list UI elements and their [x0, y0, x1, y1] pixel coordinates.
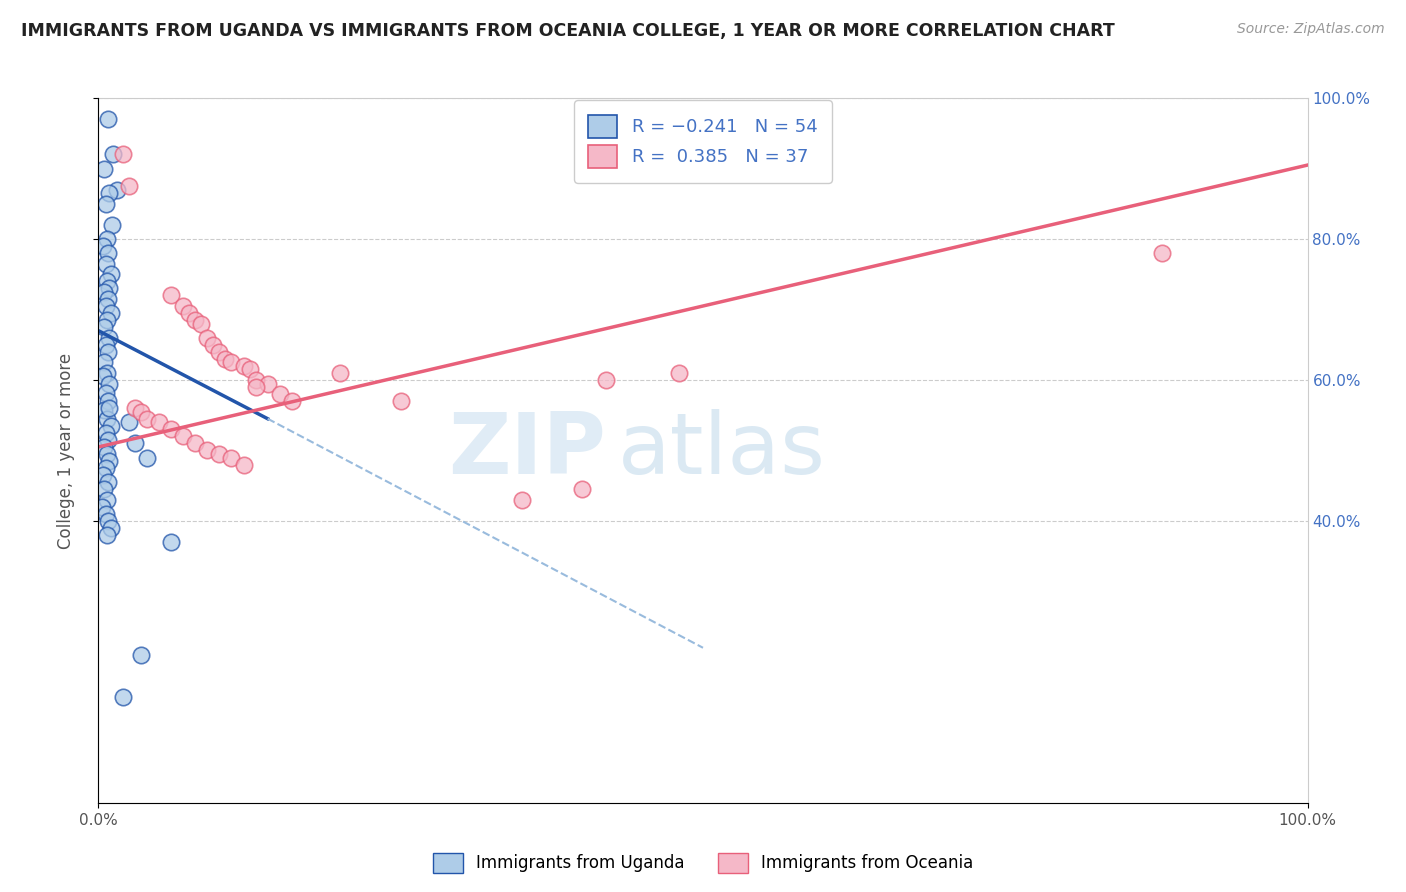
Point — [97, 344, 120, 359]
Point — [93, 440, 115, 454]
Point — [256, 376, 278, 391]
Legend: R = −0.241   N = 54, R =  0.385   N = 37: R = −0.241 N = 54, R = 0.385 N = 37 — [574, 100, 832, 183]
Point — [93, 285, 115, 299]
Point — [232, 359, 254, 373]
Legend: Immigrants from Uganda, Immigrants from Oceania: Immigrants from Uganda, Immigrants from … — [426, 847, 980, 880]
Point — [93, 355, 115, 369]
Point — [190, 317, 212, 331]
Point — [329, 366, 352, 380]
Point — [100, 306, 122, 320]
Point — [93, 320, 115, 334]
Point — [172, 429, 194, 443]
Point — [1152, 246, 1174, 260]
Point — [129, 648, 152, 662]
Point — [93, 402, 115, 417]
Point — [281, 394, 304, 409]
Point — [160, 422, 183, 436]
Point — [269, 387, 291, 401]
Point — [118, 179, 141, 194]
Y-axis label: College, 1 year or more: College, 1 year or more — [56, 352, 75, 549]
Point — [111, 690, 134, 705]
Point — [111, 147, 134, 161]
Point — [389, 394, 412, 409]
Point — [179, 306, 201, 320]
Point — [97, 475, 120, 490]
Point — [202, 338, 225, 352]
Point — [94, 197, 117, 211]
Point — [160, 288, 183, 302]
Point — [124, 401, 146, 416]
Point — [91, 468, 114, 483]
Point — [94, 338, 117, 352]
Point — [148, 415, 170, 429]
Point — [98, 186, 121, 201]
Text: ZIP: ZIP — [449, 409, 606, 492]
Point — [172, 299, 194, 313]
Point — [97, 433, 120, 447]
Point — [135, 450, 157, 465]
Point — [94, 299, 117, 313]
Point — [96, 447, 118, 461]
Point — [98, 331, 121, 345]
Point — [94, 507, 117, 521]
Point — [98, 376, 121, 391]
Point — [221, 450, 243, 465]
Point — [97, 394, 120, 409]
Text: IMMIGRANTS FROM UGANDA VS IMMIGRANTS FROM OCEANIA COLLEGE, 1 YEAR OR MORE CORREL: IMMIGRANTS FROM UGANDA VS IMMIGRANTS FRO… — [21, 22, 1115, 40]
Point — [184, 313, 207, 327]
Point — [94, 385, 117, 400]
Point — [595, 373, 617, 387]
Text: Source: ZipAtlas.com: Source: ZipAtlas.com — [1237, 22, 1385, 37]
Point — [239, 362, 262, 376]
Point — [101, 147, 124, 161]
Point — [118, 415, 141, 429]
Point — [97, 514, 120, 528]
Point — [100, 418, 122, 433]
Point — [160, 535, 183, 549]
Point — [91, 239, 114, 253]
Point — [96, 528, 118, 542]
Point — [91, 500, 114, 514]
Point — [184, 436, 207, 450]
Point — [214, 351, 236, 366]
Point — [100, 521, 122, 535]
Point — [232, 458, 254, 472]
Point — [510, 492, 533, 507]
Point — [97, 246, 120, 260]
Point — [195, 443, 218, 458]
Point — [96, 366, 118, 380]
Point — [96, 313, 118, 327]
Point — [221, 355, 243, 369]
Point — [208, 447, 231, 461]
Point — [91, 369, 114, 384]
Point — [100, 268, 122, 282]
Point — [129, 405, 152, 419]
Point — [208, 344, 231, 359]
Point — [245, 373, 267, 387]
Point — [93, 482, 115, 496]
Point — [245, 380, 267, 394]
Point — [98, 281, 121, 295]
Point — [124, 436, 146, 450]
Point — [96, 492, 118, 507]
Point — [94, 461, 117, 475]
Point — [96, 274, 118, 288]
Point — [98, 454, 121, 468]
Point — [97, 292, 120, 306]
Point — [105, 183, 128, 197]
Point — [98, 401, 121, 416]
Point — [100, 218, 122, 232]
Text: atlas: atlas — [619, 409, 827, 492]
Point — [96, 232, 118, 246]
Point — [93, 161, 115, 176]
Point — [135, 411, 157, 425]
Point — [94, 257, 117, 271]
Point — [96, 411, 118, 425]
Point — [668, 366, 690, 380]
Point — [97, 112, 120, 127]
Point — [195, 331, 218, 345]
Point — [571, 482, 593, 496]
Point — [94, 425, 117, 440]
